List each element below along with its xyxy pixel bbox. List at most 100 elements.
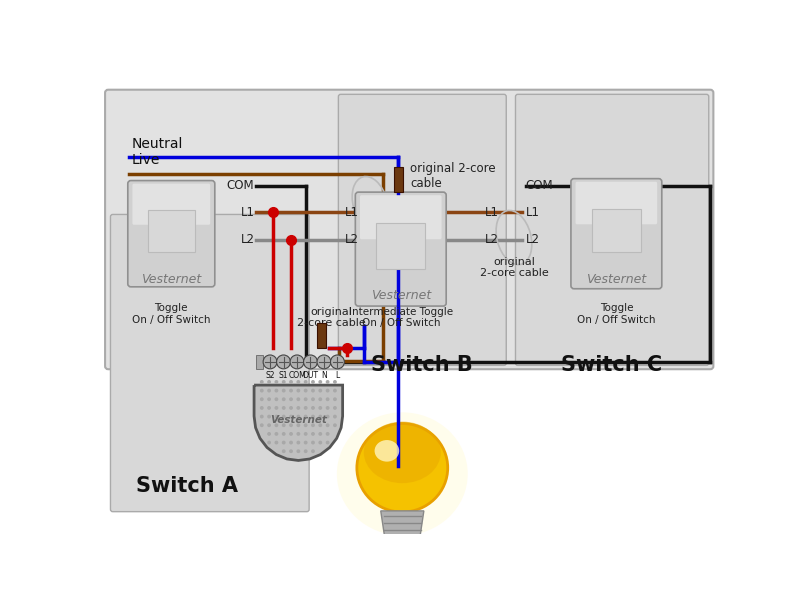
Circle shape [267, 380, 271, 384]
FancyBboxPatch shape [571, 179, 662, 289]
Text: Vesternet: Vesternet [141, 274, 202, 286]
Circle shape [318, 424, 322, 427]
Text: Switch C: Switch C [561, 355, 662, 376]
Text: L1: L1 [526, 206, 539, 218]
Circle shape [267, 432, 271, 436]
Circle shape [333, 389, 337, 392]
Circle shape [311, 415, 315, 419]
PathPatch shape [254, 385, 342, 460]
Circle shape [274, 380, 278, 384]
Circle shape [289, 380, 293, 384]
Circle shape [274, 406, 278, 410]
Circle shape [289, 397, 293, 401]
Circle shape [304, 432, 307, 436]
Text: L: L [335, 371, 339, 380]
FancyBboxPatch shape [110, 214, 309, 512]
Circle shape [297, 389, 300, 392]
Circle shape [260, 389, 264, 392]
Circle shape [289, 406, 293, 410]
Text: L2: L2 [526, 233, 539, 247]
Circle shape [304, 440, 307, 445]
FancyBboxPatch shape [133, 184, 210, 225]
Circle shape [289, 449, 293, 453]
Text: L2: L2 [241, 233, 254, 247]
Circle shape [318, 406, 322, 410]
Text: original
2-core cable: original 2-core cable [297, 307, 366, 328]
Circle shape [260, 380, 264, 384]
Circle shape [282, 440, 286, 445]
Circle shape [311, 449, 315, 453]
Text: Vesternet: Vesternet [270, 415, 326, 425]
Circle shape [297, 415, 300, 419]
Circle shape [326, 406, 330, 410]
Circle shape [317, 355, 331, 369]
Circle shape [297, 380, 300, 384]
Circle shape [260, 397, 264, 401]
Circle shape [274, 424, 278, 427]
Circle shape [297, 432, 300, 436]
Circle shape [267, 406, 271, 410]
Circle shape [311, 424, 315, 427]
Circle shape [289, 432, 293, 436]
Circle shape [326, 415, 330, 419]
Circle shape [304, 380, 307, 384]
Circle shape [304, 397, 307, 401]
Circle shape [267, 415, 271, 419]
Circle shape [333, 380, 337, 384]
Circle shape [326, 389, 330, 392]
Circle shape [304, 389, 307, 392]
Text: Intermediate Toggle
On / Off Switch: Intermediate Toggle On / Off Switch [349, 307, 453, 328]
Ellipse shape [374, 440, 399, 461]
Circle shape [297, 440, 300, 445]
Text: S1: S1 [278, 371, 288, 380]
Circle shape [282, 389, 286, 392]
Circle shape [326, 424, 330, 427]
Text: S2: S2 [266, 371, 275, 380]
Circle shape [326, 432, 330, 436]
Circle shape [330, 355, 344, 369]
FancyBboxPatch shape [148, 209, 194, 251]
Circle shape [333, 415, 337, 419]
Circle shape [326, 380, 330, 384]
Text: L1: L1 [241, 206, 254, 218]
Text: Toggle
On / Off Switch: Toggle On / Off Switch [132, 303, 210, 325]
Circle shape [304, 449, 307, 453]
Text: Toggle
On / Off Switch: Toggle On / Off Switch [577, 303, 656, 325]
Text: OUT: OUT [302, 371, 318, 380]
Circle shape [274, 432, 278, 436]
Circle shape [263, 355, 277, 369]
FancyBboxPatch shape [360, 195, 442, 239]
Text: N: N [321, 371, 327, 380]
Circle shape [274, 440, 278, 445]
FancyBboxPatch shape [355, 192, 446, 306]
Text: original 2-core
cable: original 2-core cable [410, 162, 496, 190]
Circle shape [277, 355, 290, 369]
FancyBboxPatch shape [105, 90, 714, 369]
Text: COM: COM [526, 179, 553, 193]
Text: Switch B: Switch B [371, 355, 473, 376]
Text: Vesternet: Vesternet [586, 274, 646, 286]
Circle shape [267, 389, 271, 392]
Circle shape [297, 449, 300, 453]
Circle shape [318, 397, 322, 401]
Text: COM: COM [288, 371, 306, 380]
FancyBboxPatch shape [338, 94, 506, 365]
Circle shape [304, 424, 307, 427]
Polygon shape [381, 511, 424, 542]
Circle shape [297, 424, 300, 427]
Circle shape [274, 397, 278, 401]
Ellipse shape [337, 412, 468, 536]
Circle shape [274, 415, 278, 419]
Circle shape [282, 449, 286, 453]
Text: L2: L2 [346, 233, 359, 247]
Text: Live: Live [131, 154, 160, 167]
FancyBboxPatch shape [394, 167, 403, 192]
Circle shape [260, 406, 264, 410]
Circle shape [303, 355, 318, 369]
Text: Switch A: Switch A [136, 475, 238, 496]
Circle shape [311, 380, 315, 384]
Circle shape [333, 406, 337, 410]
Circle shape [282, 406, 286, 410]
Circle shape [318, 380, 322, 384]
Circle shape [267, 424, 271, 427]
